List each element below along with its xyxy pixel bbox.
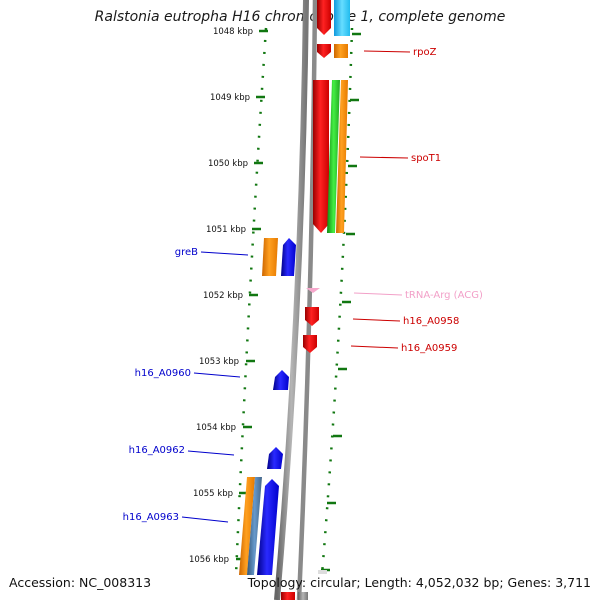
kbp-label: 1056 kbp [189, 555, 229, 565]
gene-labels: rpoZ spoT1 greB tRNA-Arg (ACG) h16_A0958… [123, 47, 483, 523]
cog-orange-greb [262, 238, 278, 276]
cog-cyan-top [334, 0, 350, 36]
map-title: Ralstonia eutropha H16 chromosome 1, com… [94, 9, 506, 25]
cds-greb [281, 238, 296, 276]
cog-orange-spot1 [336, 80, 348, 233]
gene-label-spot1: spoT1 [411, 153, 441, 164]
label-leaders [181, 50, 411, 523]
cog-orange-h16-a0963 [239, 477, 255, 575]
accession-text: Accession: NC_008313 [9, 575, 152, 590]
cds-h16-a0960 [273, 370, 289, 390]
gene-label-h16-a0960: h16_A0960 [135, 368, 191, 379]
kbp-label: 1053 kbp [199, 357, 239, 367]
forward-features [303, 0, 350, 574]
gene-label-h16-a0958: h16_A0958 [403, 316, 459, 327]
cog-orange-rpoz [334, 44, 348, 58]
leader-spot1 [359, 156, 409, 159]
gene-label-h16-a0962: h16_A0962 [129, 445, 185, 456]
kbp-label: 1052 kbp [203, 291, 243, 301]
cog-green-spot1 [327, 80, 340, 233]
kbp-label: 1054 kbp [196, 423, 236, 433]
kbp-label: 1050 kbp [208, 159, 248, 169]
cds-h16-a0959 [303, 335, 317, 353]
cds-h16-a0962 [267, 447, 283, 469]
cds-rpoz [317, 44, 331, 58]
kbp-label: 1048 kbp [213, 27, 253, 37]
gene-label-rpoz: rpoZ [413, 47, 437, 58]
gene-label-h16-a0959: h16_A0959 [401, 343, 457, 354]
cds-forward-top [317, 0, 331, 35]
trna-arg [306, 288, 320, 293]
small-feature-bottom [318, 570, 327, 574]
leader-h16-a0962 [187, 450, 235, 456]
kbp-label: 1051 kbp [206, 225, 246, 235]
bottom-features [281, 592, 308, 600]
kbp-labels: 1048 kbp 1049 kbp 1050 kbp 1051 kbp 1052… [189, 27, 253, 565]
kbp-label: 1049 kbp [210, 93, 250, 103]
leader-h16-a0958 [352, 318, 401, 322]
gene-label-greb: greB [175, 247, 198, 258]
cds-h16-a0963 [257, 479, 279, 575]
leader-h16-a0963 [181, 516, 229, 523]
leader-rpoz [363, 50, 411, 53]
genome-backbone [274, 0, 309, 600]
cds-spot1 [313, 80, 329, 233]
cds-h16-a0958 [305, 307, 319, 326]
gene-label-trna-arg: tRNA-Arg (ACG) [405, 290, 483, 301]
kbp-label: 1055 kbp [193, 489, 233, 499]
leader-h16-a0960 [193, 372, 241, 378]
leader-h16-a0959 [350, 345, 399, 349]
cog-steel-h16-a0963 [247, 477, 262, 575]
cds-grey-bottom [298, 592, 308, 600]
topology-text: Topology: circular; Length: 4,052,032 bp… [247, 575, 591, 590]
leader-greb [200, 251, 249, 256]
reverse-features [239, 238, 296, 575]
gene-label-h16-a0963: h16_A0963 [123, 512, 179, 523]
cds-red-bottom [281, 592, 295, 600]
leader-trna-arg [353, 292, 403, 296]
